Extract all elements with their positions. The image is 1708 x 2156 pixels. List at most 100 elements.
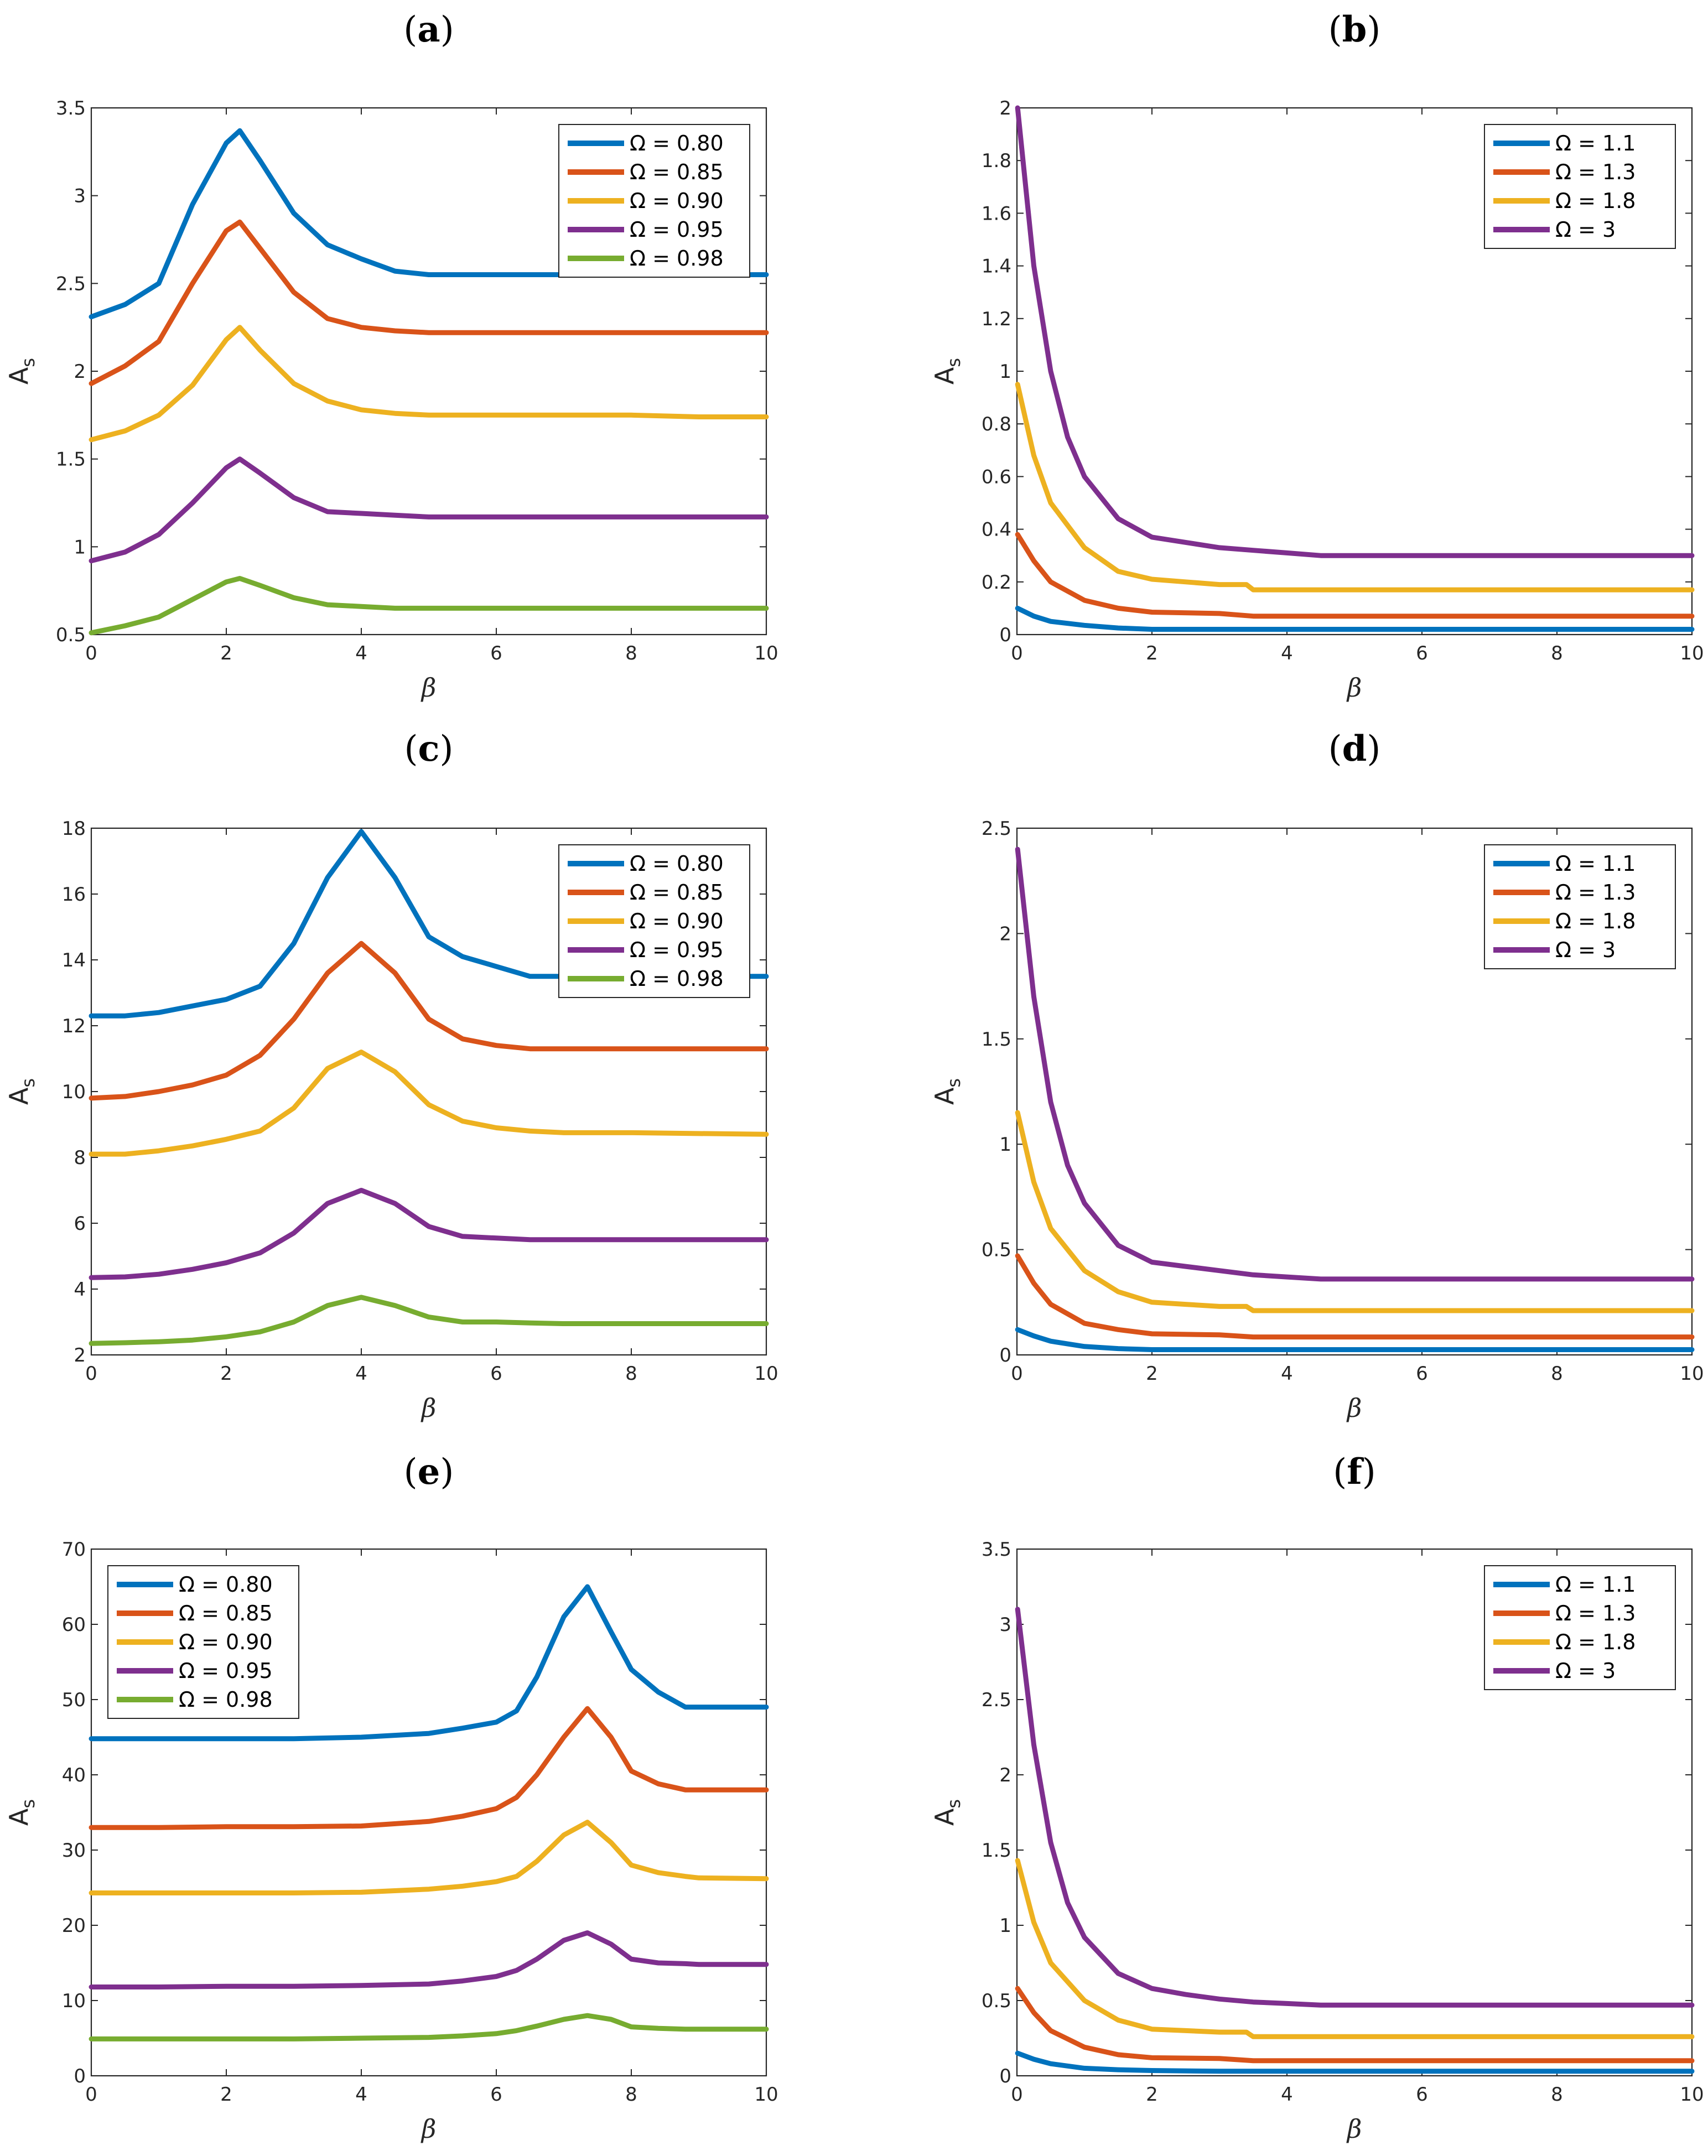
legend-label: Ω = 1.3 [1555,880,1636,905]
y-tick-label: 70 [62,1539,86,1561]
x-tick-label: 6 [1416,642,1428,664]
panel-title: (c) [404,728,454,770]
x-tick-label: 4 [1281,2084,1293,2106]
series-line [1015,1986,1695,2064]
y-tick-label: 0 [999,624,1011,646]
x-tick-label: 0 [85,2084,97,2106]
y-axis-label: As [4,1799,39,1826]
series-line [1015,532,1695,619]
legend-label: Ω = 0.90 [179,1630,273,1654]
x-tick-label: 4 [355,2084,367,2106]
y-tick-label: 40 [62,1764,86,1786]
legend-label: Ω = 1.1 [1555,1572,1636,1597]
y-tick-label: 2 [74,1344,86,1367]
x-axis-label: β [1346,673,1362,703]
series-line [89,1584,769,1742]
y-tick-label: 0 [999,1344,1011,1367]
x-tick-label: 10 [1680,2084,1704,2106]
legend-label: Ω = 1.1 [1555,131,1636,155]
series-line [1015,105,1695,558]
y-tick-label: 1 [999,1915,1011,1937]
legend-label: Ω = 0.98 [179,1687,273,1712]
panel-title: (e) [404,1451,454,1493]
legend-label: Ω = 0.98 [630,967,724,991]
series-line [89,576,769,636]
y-tick-label: 2.5 [982,818,1011,840]
series-line [89,1050,769,1157]
y-tick-label: 0 [74,2065,86,2087]
series-line [89,325,769,443]
y-tick-label: 0.8 [982,413,1011,435]
x-tick-label: 6 [1416,1363,1428,1385]
series-line [1015,1607,1695,2008]
y-tick-label: 2 [999,97,1011,120]
legend-label: Ω = 1.8 [1555,909,1636,933]
series-line [1015,1110,1695,1313]
x-tick-label: 8 [1551,2084,1563,2106]
x-tick-label: 4 [1281,642,1293,664]
legend-label: Ω = 0.95 [630,938,724,962]
legend-label: Ω = 3 [1555,938,1616,962]
legend-label: Ω = 1.3 [1555,1601,1636,1625]
series-line [89,1930,769,1989]
y-tick-label: 2 [999,1764,1011,1786]
y-tick-label: 12 [62,1015,86,1037]
panel-a: (a) 0 2 4 6 8 10 0.5 1 1.5 2 2.5 3 3.5 β As Ω = 0.80 Ω = … [4,9,778,703]
panel-f: (f) 0 2 4 6 8 10 0 0.5 1 1.5 2 2.5 3 3.5 β As Ω = 1.1 Ω = … [930,1451,1704,2144]
x-tick-label: 4 [1281,1363,1293,1385]
y-tick-label: 60 [62,1614,86,1636]
series-line [1015,382,1695,593]
legend-label: Ω = 0.80 [630,131,724,155]
y-tick-label: 1.5 [56,449,86,471]
x-tick-label: 8 [625,642,637,664]
y-tick-label: 16 [62,884,86,906]
x-tick-label: 2 [1146,1363,1158,1385]
series-line [89,456,769,564]
y-tick-label: 1.8 [982,150,1011,172]
panel-title: (a) [403,9,454,50]
y-tick-label: 1.2 [982,308,1011,330]
x-tick-label: 4 [355,1363,367,1385]
x-tick-label: 8 [625,1363,637,1385]
series-line [89,1820,769,1895]
series-line [1015,2050,1695,2074]
y-tick-label: 20 [62,1915,86,1937]
y-tick-label: 0.5 [56,624,86,646]
series-line [1015,605,1695,632]
x-tick-label: 10 [754,2084,778,2106]
y-axis-label: As [930,1799,964,1826]
legend-label: Ω = 3 [1555,1659,1616,1683]
y-tick-label: 2.5 [56,273,86,295]
series-line [1015,1327,1695,1352]
y-tick-label: 3.5 [982,1539,1011,1561]
x-tick-label: 2 [1146,642,1158,664]
legend-label: Ω = 0.90 [630,189,724,213]
legend-label: Ω = 1.1 [1555,851,1636,876]
y-tick-label: 10 [62,1990,86,2012]
legend-label: Ω = 0.85 [630,880,724,905]
x-tick-label: 2 [1146,2084,1158,2106]
series-line [89,1706,769,1830]
y-tick-label: 2 [74,361,86,383]
y-tick-label: 3.5 [56,97,86,120]
panel-title: (d) [1328,728,1381,770]
x-tick-label: 10 [754,1363,778,1385]
x-tick-label: 2 [220,642,232,664]
series-line [89,2013,769,2041]
y-tick-label: 8 [74,1147,86,1169]
y-tick-label: 0.2 [982,572,1011,594]
legend-label: Ω = 0.95 [630,217,724,242]
y-tick-label: 2 [999,923,1011,945]
y-tick-label: 50 [62,1689,86,1711]
panel-title: (b) [1328,9,1381,50]
y-tick-label: 18 [62,818,86,840]
panel-b: (b) 0 2 4 6 8 10 0 0.2 0.4 0.6 0.8 1 1.2 1.4 1.6 1.8 2 β As… [930,9,1704,703]
series-line [1015,1253,1695,1340]
y-tick-label: 3 [74,185,86,207]
y-tick-label: 4 [74,1279,86,1301]
y-tick-label: 1.4 [982,256,1011,278]
x-tick-label: 2 [220,2084,232,2106]
x-axis-label: β [420,2114,437,2144]
x-tick-label: 2 [220,1363,232,1385]
